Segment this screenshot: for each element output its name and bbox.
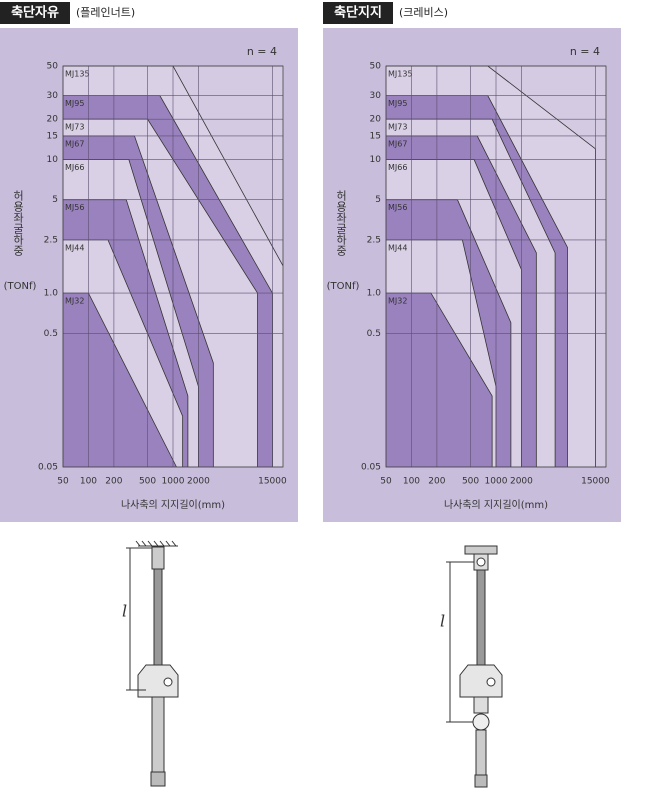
x-tick-label: 15000	[581, 477, 610, 487]
series-area	[386, 293, 493, 467]
x-tick-label: 50	[57, 477, 69, 487]
series-label: MJ66	[388, 163, 407, 172]
x-tick-label: 200	[105, 477, 122, 487]
series-label: MJ135	[388, 70, 413, 79]
y-tick-label: 10	[370, 155, 382, 165]
length-label: l	[440, 612, 445, 631]
x-axis-label: 나사축의 지지길이(mm)	[121, 498, 225, 511]
y-tick-label: 0.5	[367, 329, 381, 339]
chart: 축단지지 (크레비스) MJ135 MJ95 MJ73 MJ67 MJ66 MJ56 MJ44 M…	[323, 2, 621, 522]
y-tick-label: 1.0	[44, 289, 59, 299]
y-tick-label: 50	[370, 62, 382, 72]
y-tick-label: 30	[370, 91, 382, 101]
header: 축단자유	[11, 5, 59, 21]
x-tick-label: 200	[428, 477, 445, 487]
x-tick-label: 100	[80, 477, 97, 487]
x-tick-label: 1000	[485, 477, 508, 487]
header: 축단지지	[334, 5, 382, 21]
diagram-clevis: l	[440, 545, 503, 788]
x-tick-label: 1000	[162, 477, 185, 487]
subheader: (플레인너트)	[76, 6, 135, 19]
series-label: MJ73	[65, 123, 84, 132]
y-tick-label: 20	[47, 115, 59, 125]
x-tick-label: 2000	[187, 477, 210, 487]
series-label: MJ67	[388, 139, 407, 148]
plot-frame	[385, 65, 607, 468]
x-axis-label: 나사축의 지지길이(mm)	[444, 498, 548, 511]
x-tick-label: 2000	[510, 477, 533, 487]
series-label: MJ56	[388, 203, 407, 212]
series-label: MJ67	[65, 139, 84, 148]
y-tick-label: 30	[47, 91, 59, 101]
y-axis-label: 허용좌굴하중	[12, 190, 25, 256]
series-label: MJ95	[388, 99, 407, 108]
y-axis-unit: (TONf)	[327, 281, 360, 292]
x-tick-label: 100	[403, 477, 420, 487]
y-tick-label: 5	[375, 195, 381, 205]
series-area	[63, 293, 177, 467]
y-tick-label: 0.05	[38, 463, 58, 473]
y-tick-label: 1.0	[367, 289, 382, 299]
y-tick-label: 10	[47, 155, 59, 165]
y-tick-label: 20	[370, 115, 382, 125]
y-tick-label: 0.05	[361, 463, 381, 473]
series-label: MJ44	[65, 243, 84, 252]
series-label: MJ73	[388, 123, 407, 132]
annotation: n = 4	[570, 45, 600, 58]
y-tick-label: 2.5	[367, 235, 381, 245]
x-tick-label: 15000	[258, 477, 287, 487]
series-label: MJ95	[65, 99, 84, 108]
y-tick-label: 15	[370, 131, 381, 141]
y-tick-label: 0.5	[44, 329, 58, 339]
header-tab	[323, 2, 393, 24]
y-axis-label: 허용좌굴하중	[335, 190, 348, 256]
diagram-plain-nut: l	[122, 540, 179, 787]
x-tick-label: 50	[380, 477, 392, 487]
plot-frame	[62, 65, 284, 468]
series-label: MJ66	[65, 163, 84, 172]
y-tick-label: 15	[47, 131, 58, 141]
annotation: n = 4	[247, 45, 277, 58]
series-label: MJ44	[388, 243, 407, 252]
series-label: MJ32	[65, 297, 84, 306]
series-label: MJ32	[388, 297, 407, 306]
x-tick-label: 500	[139, 477, 156, 487]
y-axis-unit: (TONf)	[4, 281, 37, 292]
chart: 축단자유 (플레인너트) MJ135 MJ95 MJ73 MJ67 MJ66 MJ56 MJ44…	[0, 2, 298, 522]
header-tab	[0, 2, 70, 24]
series-label: MJ135	[65, 70, 90, 79]
y-tick-label: 50	[47, 62, 59, 72]
subheader: (크레비스)	[399, 6, 448, 19]
length-label: l	[122, 602, 127, 621]
x-tick-label: 500	[462, 477, 479, 487]
y-tick-label: 5	[52, 195, 58, 205]
series-label: MJ56	[65, 203, 84, 212]
y-tick-label: 2.5	[44, 235, 58, 245]
